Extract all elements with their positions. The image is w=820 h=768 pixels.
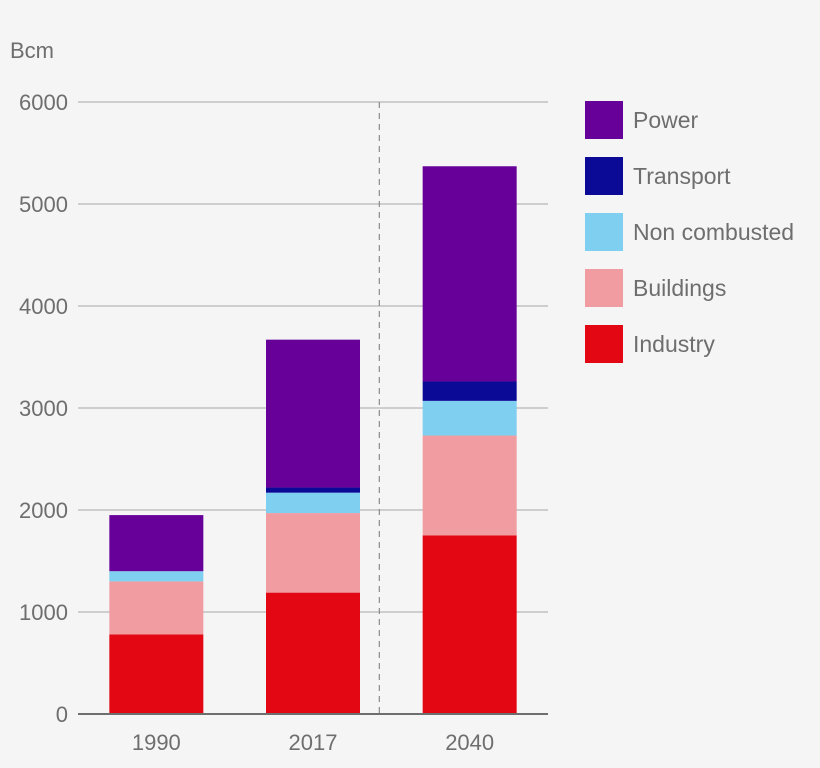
bar-segment-non-combusted-2040 [422,400,517,436]
legend-label-transport: Transport [633,163,731,189]
legend-label-power: Power [633,107,699,133]
legend-swatch-power [585,101,623,139]
bar-segment-power-1990 [109,515,204,572]
y-tick-label: 2000 [19,498,68,523]
bar-segment-buildings-1990 [109,581,204,635]
legend-swatch-industry [585,325,623,363]
bar-segment-industry-2040 [422,535,517,714]
y-tick-label: 1000 [19,600,68,625]
bar-segment-transport-2040 [422,381,517,401]
legend-swatch-transport [585,157,623,195]
y-unit-label: Bcm [10,38,54,63]
bar-segment-transport-2017 [266,487,360,493]
bars [109,166,517,714]
axes [78,102,548,715]
y-axis-ticks: 0 1000 2000 3000 4000 5000 6000 [19,90,68,727]
y-tick-label: 5000 [19,192,68,217]
x-tick-label: 2017 [289,730,338,755]
bar-segment-buildings-2017 [266,513,360,593]
x-tick-label: 2040 [445,730,494,755]
y-tick-label: 6000 [19,90,68,115]
bar-segment-non-combusted-1990 [109,571,204,582]
legend-label-non-combusted: Non combusted [633,219,794,245]
legend-label-buildings: Buildings [633,275,726,301]
legend-swatch-non-combusted [585,213,623,251]
x-axis-ticks: 1990 2017 2040 [132,730,494,755]
bar-segment-industry-1990 [109,634,204,714]
bar-segment-industry-2017 [266,592,360,714]
bar-segment-buildings-2040 [422,435,517,536]
bar-segment-power-2017 [266,339,360,488]
bar-segment-power-2040 [422,166,517,382]
legend-swatch-buildings [585,269,623,307]
x-tick-label: 1990 [132,730,181,755]
bar-segment-non-combusted-2017 [266,492,360,514]
y-tick-label: 3000 [19,396,68,421]
legend: Power Transport Non combusted Buildings Indu… [585,101,794,363]
legend-label-industry: Industry [633,331,715,357]
y-tick-label: 0 [56,702,68,727]
y-tick-label: 4000 [19,294,68,319]
